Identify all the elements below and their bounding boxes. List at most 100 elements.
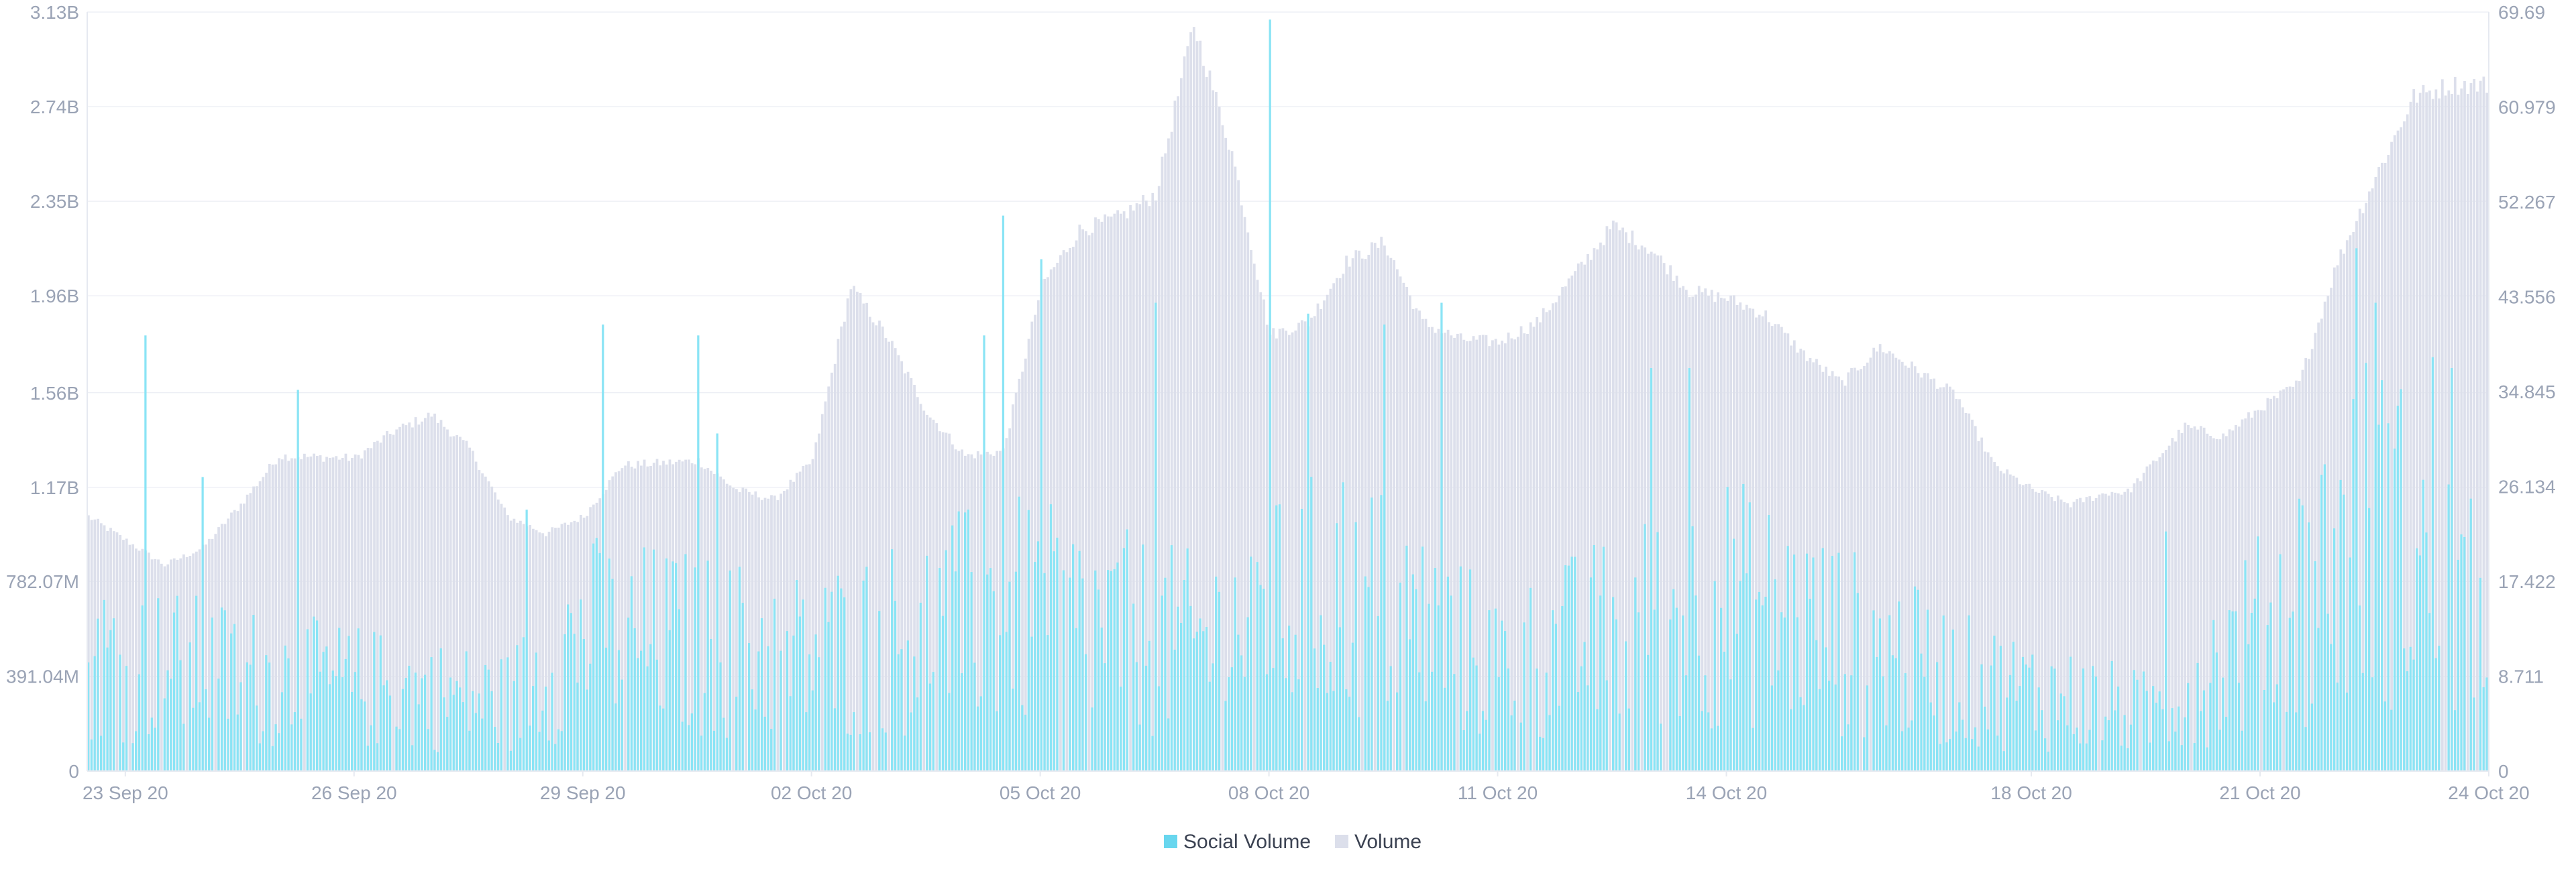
social-volume-bar <box>570 613 573 771</box>
social-volume-bar <box>1326 693 1329 771</box>
volume-bar <box>1666 274 1669 771</box>
social-volume-bar <box>1030 636 1033 771</box>
social-volume-bar <box>859 734 861 771</box>
social-volume-bar <box>2028 667 2031 771</box>
social-volume-bar <box>1587 685 1589 771</box>
social-volume-bar <box>2339 479 2342 771</box>
social-volume-bar <box>1536 668 1538 771</box>
social-volume-bar <box>1005 632 1008 771</box>
volume-bar <box>449 436 452 771</box>
legend-item-volume[interactable]: Volume <box>1335 831 1421 853</box>
volume-bar <box>1338 278 1342 771</box>
volume-bar <box>1583 264 1587 771</box>
volume-bar <box>1602 245 1605 771</box>
volume-bar <box>2127 488 2129 771</box>
social-volume-bar <box>331 670 334 771</box>
social-volume-bar <box>894 601 897 771</box>
social-volume-bar <box>1748 502 1751 771</box>
legend-item-social-volume[interactable]: Social Volume <box>1164 831 1311 853</box>
volume-bar <box>1303 321 1307 772</box>
social-volume-bar <box>751 689 753 771</box>
social-volume-bar <box>509 750 513 771</box>
social-volume-bar <box>2453 710 2457 771</box>
social-volume-bar <box>239 682 242 771</box>
volume-bar <box>780 493 783 771</box>
volume-bar <box>1637 249 1640 772</box>
social-volume-bar <box>1405 545 1408 771</box>
social-volume-bar <box>843 597 846 771</box>
volume-bar <box>506 515 509 771</box>
volume-bar <box>1529 322 1532 772</box>
social-volume-bar <box>747 643 751 771</box>
social-volume-bar <box>1955 732 1957 771</box>
volume-bar <box>560 524 564 771</box>
volume-bar <box>99 523 103 771</box>
volume-bar <box>379 443 382 771</box>
social-volume-bar <box>1278 504 1281 771</box>
social-volume-bar <box>1265 674 1269 771</box>
volume-bar <box>1428 327 1431 771</box>
social-volume-bar <box>1107 570 1110 771</box>
social-volume-bar <box>1263 589 1265 771</box>
volume-bar <box>688 459 690 771</box>
social-volume-bar <box>830 591 833 771</box>
volume-bar <box>862 303 865 771</box>
social-volume-bar <box>1351 642 1354 771</box>
volume-bar <box>1167 138 1170 771</box>
social-volume-bar <box>93 656 96 771</box>
volume-bar <box>2460 89 2463 771</box>
volume-bar <box>1993 462 1996 771</box>
volume-bar <box>1402 282 1405 772</box>
volume-bar <box>1228 150 1230 772</box>
social-volume-bar <box>2094 677 2098 771</box>
social-volume-bar <box>1234 577 1236 771</box>
volume-bar <box>1920 377 1923 771</box>
volume-bar <box>1840 380 1843 771</box>
volume-bar <box>1424 318 1428 771</box>
social-volume-bar <box>230 633 233 771</box>
volume-bar <box>459 436 462 771</box>
social-volume-bar <box>1177 606 1179 771</box>
volume-bar <box>1542 308 1545 771</box>
volume-bar <box>1552 303 1554 771</box>
volume-bar <box>2098 494 2101 771</box>
social-volume-bar <box>1205 627 1208 771</box>
volume-bar <box>824 401 827 771</box>
social-volume-bar <box>2387 423 2390 771</box>
social-volume-bar <box>2161 709 2164 771</box>
volume-bar <box>1466 341 1468 771</box>
social-volume-bar <box>2235 611 2237 771</box>
social-volume-bar <box>2247 644 2250 771</box>
social-volume-bar <box>1809 599 1811 771</box>
social-volume-bar <box>811 690 814 771</box>
volume-bar <box>1701 292 1704 772</box>
volume-bar <box>344 453 347 771</box>
social-volume-bar <box>2457 559 2459 771</box>
volume-bar <box>1360 258 1364 771</box>
social-volume-bar <box>1345 689 1348 771</box>
volume-bar <box>1481 335 1485 771</box>
social-volume-bar <box>398 729 401 771</box>
social-volume-bar <box>2460 534 2463 771</box>
social-volume-bar <box>2149 742 2151 771</box>
social-volume-bar <box>757 651 760 771</box>
social-volume-bar <box>176 595 178 771</box>
social-volume-bar <box>2272 702 2275 771</box>
social-volume-bar <box>1507 668 1509 771</box>
social-volume-bar <box>522 637 525 771</box>
social-volume-bar <box>280 692 284 771</box>
social-volume-bar <box>1364 576 1366 771</box>
social-volume-bar <box>211 618 213 771</box>
volume-bar <box>1069 247 1071 771</box>
social-volume-bar <box>2012 642 2015 771</box>
social-volume-bar <box>2047 752 2050 771</box>
social-volume-bar <box>1316 688 1319 771</box>
social-volume-bar <box>1036 541 1040 771</box>
social-volume-bar <box>2469 498 2472 771</box>
volume-bar <box>1815 359 1818 771</box>
social-volume-bar <box>2253 598 2256 771</box>
volume-bar <box>376 441 379 771</box>
x-tick-label: 24 Oct 20 <box>2448 782 2529 803</box>
social-volume-bar <box>2202 690 2206 771</box>
social-volume-bar <box>1936 662 1939 771</box>
